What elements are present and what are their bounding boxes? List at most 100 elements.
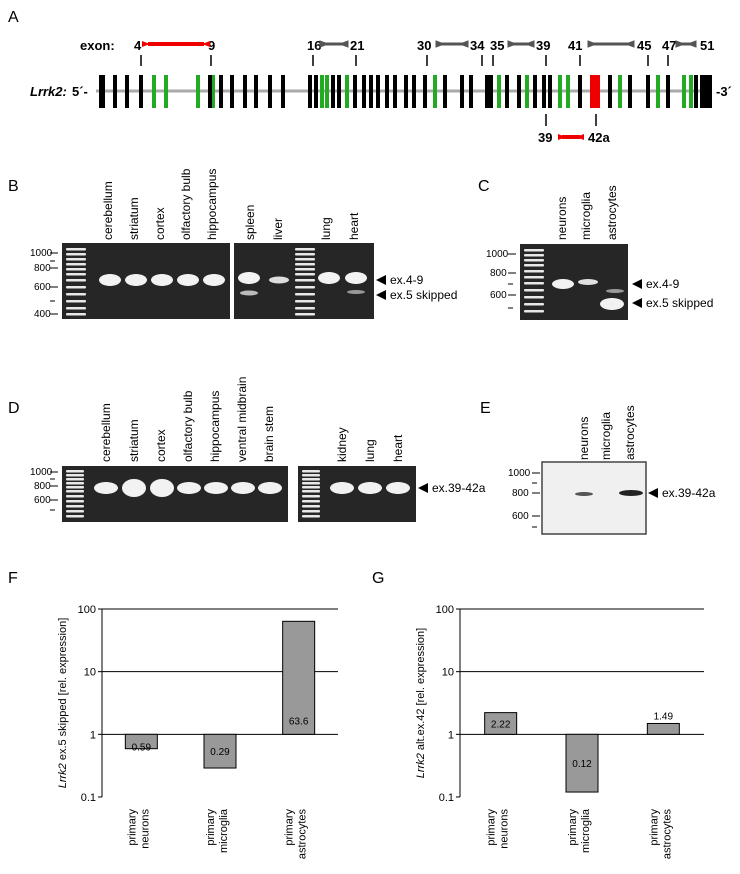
ladder-band [295, 286, 315, 289]
exon-block [230, 75, 234, 108]
exon-block [608, 75, 612, 108]
gel-band [203, 274, 225, 286]
gel-band [99, 274, 121, 286]
bar [565, 733, 599, 793]
panel-label-c: C [478, 178, 490, 195]
ladder-band [66, 490, 84, 493]
lane-label: striatum [127, 197, 141, 240]
exon-number: 9 [208, 38, 215, 53]
ladder-band [524, 296, 544, 299]
ladder-band [66, 300, 86, 303]
lane-label: microglia [599, 412, 613, 460]
arrow-icon [435, 40, 446, 48]
gel-band [619, 490, 643, 496]
bar [203, 733, 237, 769]
exon-blocks [99, 75, 712, 108]
bar [646, 722, 680, 735]
ladder-band [302, 474, 320, 477]
category-label: primary [126, 809, 138, 846]
category-label: astrocytes [661, 809, 673, 860]
exon-number: 30 [417, 38, 431, 53]
gel-b-lane-labels: cerebellum striatum cortex olfactory bul… [101, 168, 361, 240]
ladder-label: 800 [34, 263, 51, 274]
exon-block [682, 75, 686, 108]
band-label: ex.5 skipped [390, 288, 457, 302]
gel-band [125, 274, 147, 286]
exon-number: 42a [588, 130, 610, 145]
gel-c-bands [524, 249, 624, 313]
ladder-band [295, 268, 315, 271]
category-label: primary [486, 809, 498, 846]
exon-block [590, 75, 600, 108]
exon-block [517, 75, 521, 108]
lane-label: heart [391, 434, 405, 462]
panel-label-b: B [8, 178, 19, 195]
exon-block [704, 75, 712, 108]
ladder-band [302, 500, 320, 503]
ladder-label: 600 [490, 290, 507, 301]
gel-band [318, 272, 340, 284]
bar [124, 733, 158, 750]
lane-label: hippocampus [208, 391, 222, 462]
gel-band [150, 479, 174, 497]
ladder-band [295, 300, 315, 303]
data-label: 2.22 [491, 719, 511, 730]
exon-block [443, 75, 447, 108]
exon-block [196, 75, 200, 108]
y-tick-label: 1 [448, 729, 454, 741]
ladder-band [524, 264, 544, 267]
splice-connectors [142, 40, 697, 140]
ladder-band [66, 470, 84, 473]
exon-block [254, 75, 258, 108]
y-axis-label: Lrrk2 alt.ex.42 [rel. expression] [415, 628, 427, 778]
panel-label-d: D [8, 400, 20, 417]
lane-label: astrocytes [605, 185, 619, 240]
ladder-band [66, 279, 86, 282]
band-label: ex.4-9 [646, 277, 680, 291]
y-axis-label: Lrrk2 ex.5 skipped [rel. expression] [57, 618, 69, 789]
ladder-band [524, 289, 544, 292]
gel-band [94, 482, 118, 494]
ladder-band [302, 490, 320, 493]
ladder-band [302, 510, 320, 513]
ladder-band [295, 273, 315, 276]
ladder-band [302, 486, 320, 489]
ladder-label: 600 [34, 282, 51, 293]
ladder-band [66, 510, 84, 513]
ladder-label: 400 [34, 309, 51, 320]
lane-label: brain stem [262, 406, 276, 462]
category-label: neurons [499, 809, 511, 849]
ladder-band [66, 258, 86, 261]
ladder-band [524, 282, 544, 285]
data-label: 0.12 [572, 759, 592, 770]
gel-band [578, 279, 598, 285]
category-label: primary [205, 809, 217, 846]
lane-label: hippocampus [205, 169, 219, 240]
gel-d-lane-labels: cerebellum striatum cortex olfactory bul… [99, 377, 405, 462]
arrow-icon [587, 40, 598, 48]
exon-block [628, 75, 632, 108]
exon-block [469, 75, 473, 108]
band-pointer-icon [376, 290, 386, 300]
band-pointer-icon [632, 298, 642, 308]
exon-block [525, 75, 529, 108]
band-pointer-icon [376, 275, 386, 285]
gel-e-lane-labels: neurons microglia astrocytes [577, 405, 637, 460]
arrow-icon [576, 134, 584, 140]
lane-label: cortex [154, 429, 168, 462]
ladder-band [66, 515, 84, 518]
ladder-band [302, 505, 320, 508]
ladder-band [66, 263, 86, 266]
gel-band [258, 482, 282, 494]
gel-d-ladder-labels: 1000 800 600 [30, 467, 58, 511]
gel-band [122, 479, 146, 497]
exon-block [243, 75, 247, 108]
arrow-icon [686, 40, 697, 48]
exon-number: 41 [568, 38, 582, 53]
lane-label: heart [347, 212, 361, 240]
exon-block [489, 75, 493, 108]
band-label: ex.39-42a [432, 481, 486, 495]
arrow-icon [624, 40, 635, 48]
lane-label: microglia [579, 192, 593, 240]
ladder-label: 1000 [508, 468, 531, 479]
